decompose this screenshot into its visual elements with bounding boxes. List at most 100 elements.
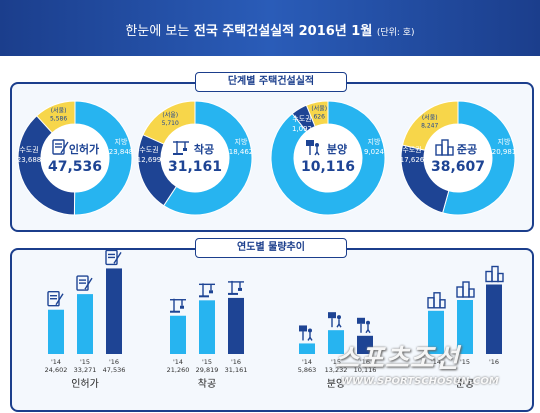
bar-1 — [48, 309, 64, 354]
bar-group-label: 분양 — [327, 378, 345, 390]
bar-crane-icon — [228, 280, 244, 295]
bar-buildings-icon — [427, 292, 446, 309]
donut-label-jibang: 지방 — [368, 137, 381, 146]
bar-value-label: 33,271 — [74, 366, 97, 374]
watermark-logo-text: 스포츠조선 — [335, 344, 460, 374]
bar-tick-label: '16 — [360, 358, 370, 366]
bar-3 — [357, 335, 373, 354]
bar-2 — [328, 330, 344, 354]
donut-value-seoul: 5,586 — [50, 116, 67, 123]
bar-value-label: 29,819 — [196, 366, 219, 374]
donut-label-seoul: (서울) — [311, 104, 327, 112]
watermark: 스포츠조선 WWW.SPORTSCHOSUN.COM — [335, 338, 540, 398]
donut-center-name: 착공 — [194, 142, 214, 156]
donut-value-sudokwon: 23,688 — [17, 156, 42, 164]
bar-construction-worker-icon — [357, 317, 371, 334]
bar-tick-label: '14 — [302, 358, 312, 366]
bar-tick-label: '14 — [51, 358, 61, 366]
donut-value-sudokwon: 12,699 — [137, 156, 162, 164]
bar-3 — [106, 268, 122, 354]
bar-construction-worker-icon — [299, 325, 313, 341]
bar-tick-label: '15 — [80, 358, 90, 366]
donut-label-sudokwon: 수도권 — [292, 115, 311, 123]
bar-group-label: 준공 — [456, 378, 474, 390]
bar-2 — [199, 300, 215, 354]
bar-value-label: 13,232 — [325, 366, 348, 374]
donut-center-total: 10,116 — [301, 159, 355, 175]
bar-buildings-icon — [485, 265, 504, 283]
donut-value-jibang: 20,981 — [492, 148, 517, 156]
page-title: 한눈에 보는 전국 주택건설실적 2016년 1월 (단위: 호) — [0, 20, 540, 39]
donut-value-sudokwon: 17,626 — [400, 156, 425, 164]
donut-value-sudokwon: 1,092 — [292, 125, 312, 133]
bar-tick-label: '14 — [431, 358, 441, 366]
bar-value-label: 24,602 — [45, 366, 68, 374]
buildings-icon — [435, 139, 454, 156]
section-title-stage: 단계별 주택건설실적 — [195, 72, 347, 92]
bar-tick-label: '16 — [231, 358, 241, 366]
donut-label-jibang: 지방 — [498, 137, 511, 146]
construction-worker-icon — [306, 140, 320, 156]
crane-icon — [173, 141, 189, 155]
bar-value-label: 21,260 — [167, 366, 190, 374]
donut-center-total: 47,536 — [48, 159, 102, 175]
bar-tick-label: '15 — [202, 358, 212, 366]
donut-value-seoul: 626 — [313, 113, 325, 120]
donut-hole — [161, 124, 229, 192]
bar-1 — [299, 343, 315, 354]
bar-value-label: 47,536 — [103, 366, 126, 374]
bar-group-label: 인허가 — [71, 378, 99, 390]
bar-value-label: 10,116 — [354, 366, 377, 374]
bar-tick-label: '14 — [173, 358, 183, 366]
bar-permit-document-icon — [105, 249, 122, 266]
donut-label-seoul: (서울) — [162, 111, 178, 119]
bar-tick-label: '16 — [489, 358, 499, 366]
donut-label-seoul: (서울) — [422, 113, 438, 121]
bar-3 — [228, 297, 244, 354]
donut-value-seoul: 8,247 — [421, 122, 438, 129]
donut-center-total: 38,607 — [431, 159, 485, 175]
donut-center-name: 준공 — [457, 143, 477, 156]
title-unit: (단위: 호) — [376, 28, 415, 38]
bar-value-label: 31,161 — [225, 366, 248, 374]
donut-value-seoul: 5,710 — [162, 120, 179, 127]
title-bold: 전국 주택건설실적 2016년 1월 — [193, 24, 373, 39]
donut-hole — [41, 124, 109, 192]
donut-label-sudokwon: 수도권 — [402, 146, 421, 154]
donut-hole — [424, 124, 492, 192]
donut-center-name: 인허가 — [69, 142, 99, 156]
bar-3 — [486, 284, 502, 354]
donut-value-jibang: 18,462 — [229, 148, 254, 156]
donut-center-name: 분양 — [327, 142, 347, 156]
bar-1 — [170, 315, 186, 354]
bar-1 — [428, 310, 444, 354]
bar-group-label: 착공 — [198, 378, 216, 390]
bar-buildings-icon — [456, 281, 475, 298]
yearly-panel — [10, 248, 534, 412]
donut-value-jibang: 23,848 — [109, 148, 134, 156]
donut-label-jibang: 지방 — [235, 137, 248, 146]
bar-tick-label: '15 — [460, 358, 470, 366]
bar-construction-worker-icon — [328, 312, 342, 328]
watermark-url: WWW.SPORTSCHOSUN.COM — [341, 376, 499, 387]
donut-label-sudokwon: 수도권 — [19, 146, 38, 154]
donut-value-jibang: 9,024 — [364, 148, 385, 156]
section-title-yearly: 연도별 물량추이 — [195, 238, 347, 258]
bar-tick-label: '16 — [109, 358, 119, 366]
bar-crane-icon — [199, 283, 215, 298]
bar-tick-label: '15 — [331, 358, 341, 366]
permit-document-icon — [52, 139, 69, 155]
bar-permit-document-icon — [76, 275, 93, 291]
bar-value-label: 5,863 — [298, 366, 317, 374]
donut-hole — [294, 124, 362, 192]
donut-center-total: 31,161 — [168, 159, 222, 175]
title-thin: 한눈에 보는 — [125, 24, 190, 39]
donut-label-sudokwon: 수도권 — [139, 146, 158, 154]
bar-permit-document-icon — [47, 291, 64, 307]
donut-label-seoul: (서울) — [51, 107, 67, 115]
bar-2 — [457, 300, 473, 354]
bar-crane-icon — [170, 298, 186, 313]
header-banner: 한눈에 보는 전국 주택건설실적 2016년 1월 (단위: 호) — [0, 0, 540, 56]
donut-label-jibang: 지방 — [115, 137, 128, 146]
